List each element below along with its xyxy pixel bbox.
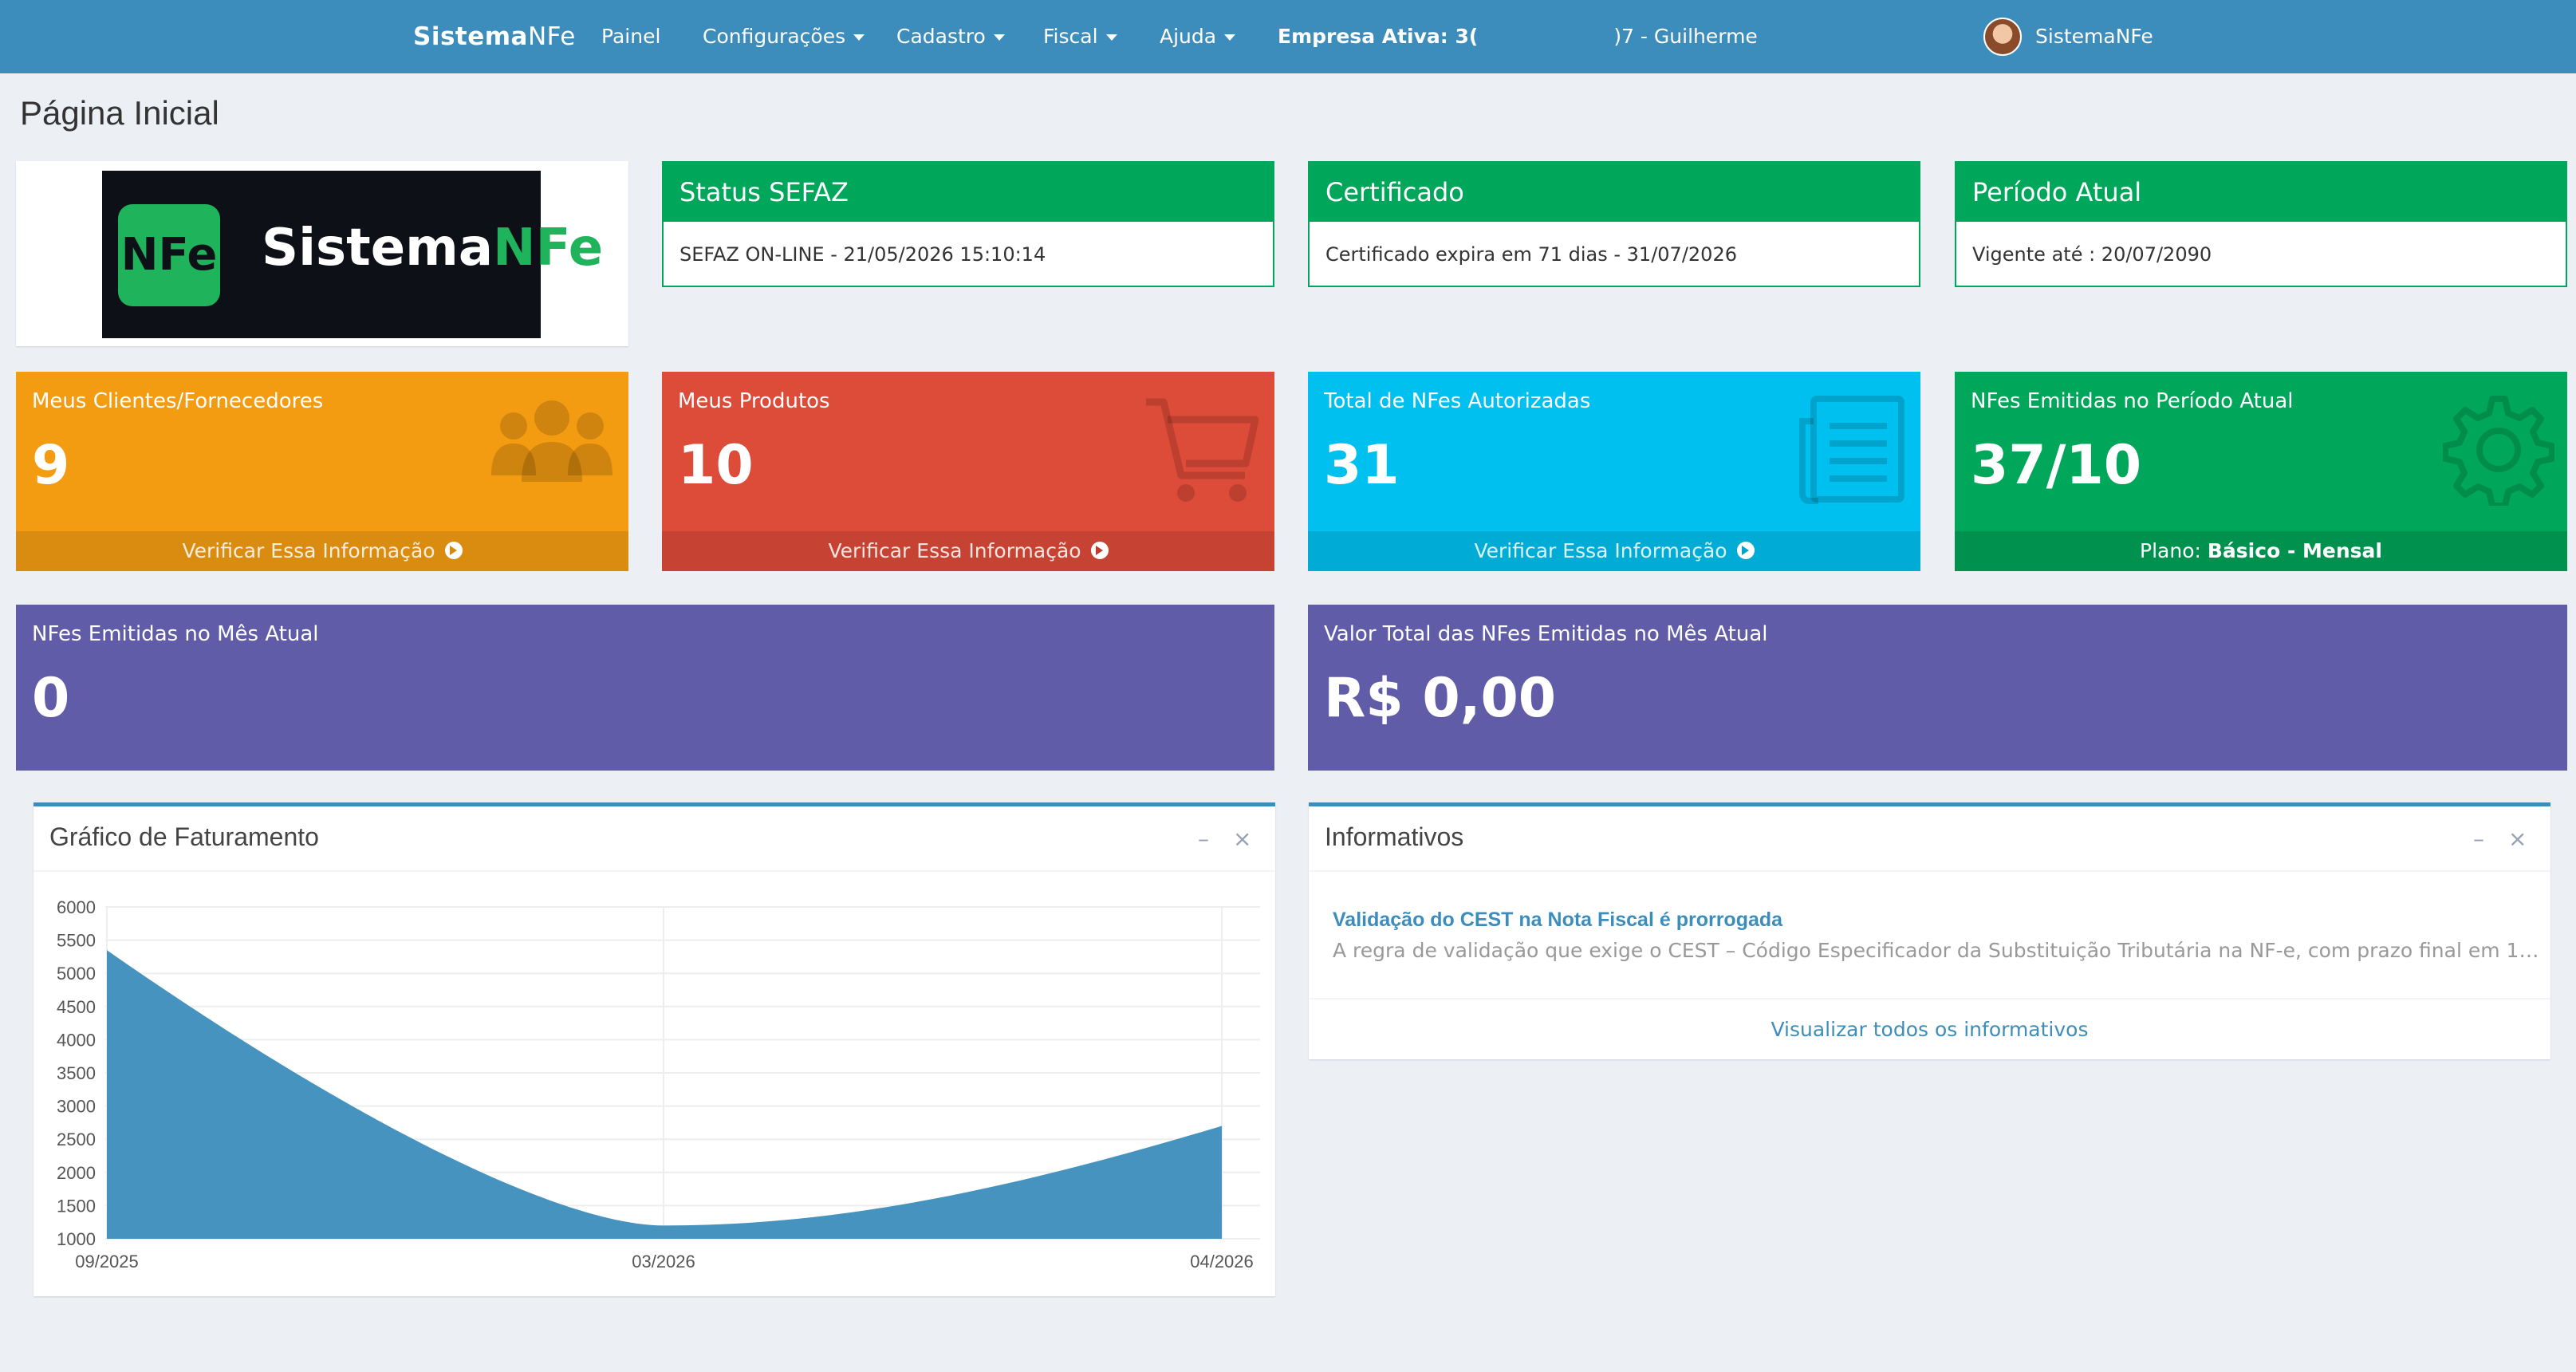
top-navbar: SistemaNFe Painel Configurações Cadastro… [0, 0, 2576, 73]
arrow-circle-right-icon [444, 542, 463, 559]
month-nfes-label: NFes Emitidas no Mês Atual [32, 622, 319, 646]
period-box: Período Atual Vigente até : 20/07/2090 [1955, 161, 2567, 287]
y-tick-label: 6000 [57, 897, 96, 917]
arrow-circle-right-icon [1090, 542, 1109, 559]
y-tick-label: 5000 [57, 964, 96, 984]
caret-down-icon [993, 34, 1005, 41]
y-tick-label: 2500 [57, 1130, 96, 1149]
y-tick-label: 3500 [57, 1063, 96, 1083]
sistemanfe-logo: NFe SistemaNFe [102, 171, 603, 338]
month-total-label: Valor Total das NFes Emitidas no Mês Atu… [1324, 622, 1768, 646]
clients-footer-link[interactable]: Verificar Essa Informação [16, 531, 628, 571]
x-tick-label: 04/2026 [1190, 1252, 1254, 1271]
certificate-box: Certificado Certificado expira em 71 dia… [1308, 161, 1920, 287]
status-sefaz-title: Status SEFAZ [664, 163, 1273, 222]
y-tick-label: 5500 [57, 931, 96, 951]
collapse-button[interactable]: – [1198, 826, 1209, 852]
active-company[interactable]: Empresa Ativa: 3( )7 - Guilherme [1278, 0, 1758, 73]
status-sefaz-text: SEFAZ ON-LINE - 21/05/2026 15:10:14 [679, 243, 1046, 266]
month-nfes-box: NFes Emitidas no Mês Atual 0 [16, 605, 1274, 771]
y-tick-label: 1000 [57, 1229, 96, 1249]
company-label: Empresa Ativa: 3( [1278, 25, 1479, 48]
authorized-nfes-value: 31 [1324, 434, 1400, 497]
x-tick-label: 09/2025 [75, 1252, 139, 1271]
y-tick-label: 2000 [57, 1163, 96, 1183]
y-tick-label: 4500 [57, 997, 96, 1017]
month-nfes-value: 0 [32, 667, 70, 730]
info-item-description: A regra de validação que exige o CEST – … [1333, 939, 2545, 962]
y-tick-label: 1500 [57, 1196, 96, 1216]
y-tick-label: 4000 [57, 1030, 96, 1050]
user-avatar[interactable] [1983, 18, 2022, 56]
collapse-button[interactable]: – [2473, 826, 2484, 852]
company-name: )7 - Guilherme [1613, 25, 1758, 48]
status-sefaz-box: Status SEFAZ SEFAZ ON-LINE - 21/05/2026 … [662, 161, 1274, 287]
user-menu[interactable]: SistemaNFe [2035, 25, 2153, 48]
info-item-title-link[interactable]: Validação do CEST na Nota Fiscal é prorr… [1333, 909, 1783, 931]
document-icon [1799, 396, 1904, 504]
arrow-circle-right-icon [1736, 542, 1755, 559]
month-total-box: Valor Total das NFes Emitidas no Mês Atu… [1308, 605, 2567, 771]
products-footer-link[interactable]: Verificar Essa Informação [662, 531, 1274, 571]
info-panel-title: Informativos [1325, 822, 1464, 851]
certificate-text: Certificado expira em 71 dias - 31/07/20… [1325, 243, 1737, 266]
authorized-nfes-label: Total de NFes Autorizadas [1324, 389, 1591, 413]
products-label: Meus Produtos [678, 389, 830, 413]
billing-chart-title: Gráfico de Faturamento [49, 822, 319, 851]
caret-down-icon [853, 34, 865, 41]
info-panel: Informativos – × Validação do CEST na No… [1309, 802, 2550, 1059]
nav-ajuda[interactable]: Ajuda [1160, 0, 1236, 73]
month-total-value: R$ 0,00 [1324, 667, 1557, 730]
period-title: Período Atual [1956, 163, 2566, 222]
authorized-nfes-box: Total de NFes Autorizadas 31 Verificar E… [1308, 372, 1920, 571]
period-text: Vigente até : 20/07/2090 [1972, 243, 2212, 266]
logo-box: NFe SistemaNFe [16, 161, 628, 346]
caret-down-icon [1224, 34, 1236, 41]
panel-divider [33, 870, 1275, 872]
clients-box: Meus Clientes/Fornecedores 9 Verificar E… [16, 372, 628, 571]
logo-text: SistemaNFe [262, 219, 604, 278]
billing-chart-panel: Gráfico de Faturamento – × 1000 1500 2000 2… [33, 802, 1275, 1296]
close-button[interactable]: × [1233, 826, 1252, 852]
caret-down-icon [1105, 34, 1117, 41]
nav-cadastro[interactable]: Cadastro [896, 0, 1005, 73]
panel-divider [1309, 870, 2550, 872]
billing-chart: 1000 1500 2000 2500 3000 3500 4000 4500 5000 5500… [57, 897, 1260, 1271]
brand-logo[interactable]: SistemaNFe [413, 22, 576, 51]
billing-area-series [107, 950, 1222, 1239]
company-mask [1478, 26, 1614, 49]
gear-icon [2443, 396, 2554, 506]
plan-footer: Plano: Básico - Mensal [1955, 531, 2567, 571]
x-tick-label: 03/2026 [632, 1252, 695, 1271]
products-value: 10 [678, 434, 754, 497]
y-tick-label: 3000 [57, 1097, 96, 1117]
logo-badge: NFe [118, 204, 220, 306]
page-title: Página Inicial [20, 94, 219, 132]
shopping-cart-icon [1146, 398, 1259, 502]
nav-painel[interactable]: Painel [601, 25, 661, 48]
nav-fiscal[interactable]: Fiscal [1043, 0, 1117, 73]
period-nfes-label: NFes Emitidas no Período Atual [1971, 389, 2294, 413]
users-icon [491, 400, 612, 482]
period-nfes-box: NFes Emitidas no Período Atual 37/10 Pla… [1955, 372, 2567, 571]
certificate-title: Certificado [1310, 163, 1919, 222]
products-box: Meus Produtos 10 Verificar Essa Informaç… [662, 372, 1274, 571]
nav-configuracoes[interactable]: Configurações [703, 0, 865, 73]
authorized-nfes-footer-link[interactable]: Verificar Essa Informação [1308, 531, 1920, 571]
clients-label: Meus Clientes/Fornecedores [32, 389, 324, 413]
view-all-info-link[interactable]: Visualizar todos os informativos [1309, 998, 2550, 1060]
close-button[interactable]: × [2508, 826, 2527, 852]
clients-value: 9 [32, 434, 70, 497]
period-nfes-value: 37/10 [1971, 434, 2142, 497]
